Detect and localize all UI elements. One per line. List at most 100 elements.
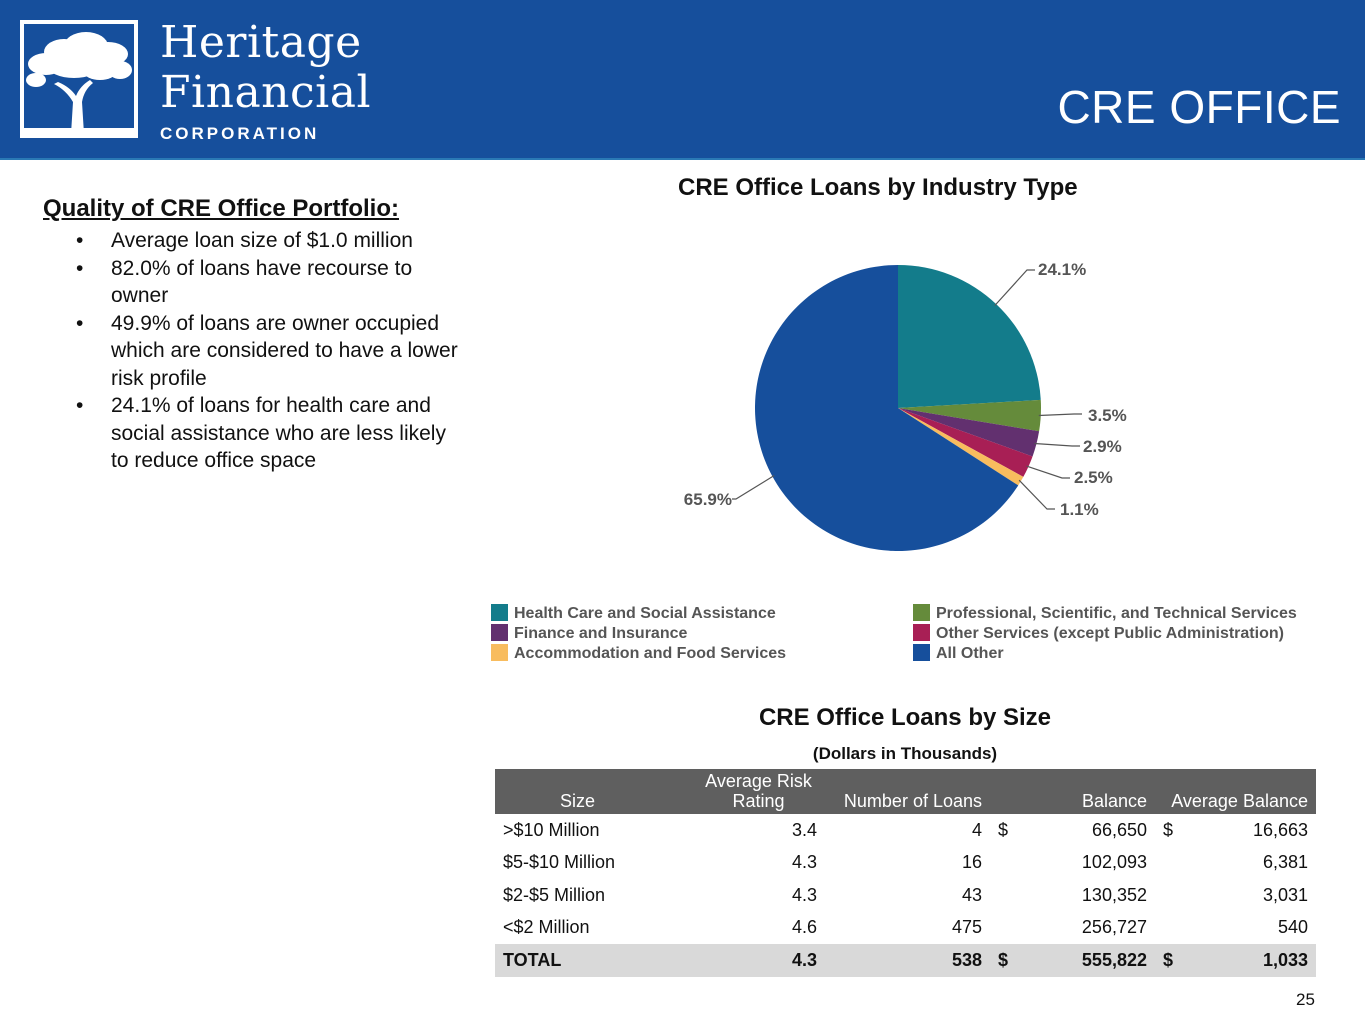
average-balance-value: 540 <box>1277 917 1308 938</box>
column-header: Average Risk Rating <box>660 769 825 814</box>
quality-bullet-list: • Average loan size of $1.0 million • 82.0… <box>43 227 463 475</box>
tree-icon <box>20 20 138 138</box>
bullet-item: • 82.0% of loans have recourse to owner <box>76 256 413 308</box>
cell-number-of-loans: 16 <box>961 852 982 873</box>
brand-line-financial: Financial <box>160 67 372 118</box>
cell-average-balance: 540 <box>1155 912 1316 945</box>
cell-size: $2-$5 Million <box>503 884 606 905</box>
cell-number-of-loans: 475 <box>951 917 982 938</box>
bullet-item: • 49.9% of loans are owner occupied which… <box>76 311 458 390</box>
legend-item-accommodation: Accommodation and Food Services <box>491 644 786 663</box>
column-header: Size <box>495 769 660 814</box>
cell-risk-rating: 4.3 <box>791 852 817 873</box>
pie-leader-line-2 <box>1034 442 1080 447</box>
cell-size: TOTAL <box>495 944 660 977</box>
average-balance-value: 6,381 <box>1262 852 1308 873</box>
average-balance-value: 3,031 <box>1262 884 1308 905</box>
legend-swatch <box>913 644 930 661</box>
balance-value: 555,822 <box>1081 949 1147 970</box>
legend-label: Accommodation and Food Services <box>514 645 787 662</box>
cell-balance: 130,352 <box>990 879 1155 912</box>
legend-label: Finance and Insurance <box>514 625 688 642</box>
balance-value: 130,352 <box>1081 884 1147 905</box>
cell-risk-rating: 3.4 <box>791 819 817 840</box>
bullet-item: • 24.1% of loans for health care and soci… <box>76 394 446 472</box>
column-header: Balance <box>990 769 1155 814</box>
cell-risk-rating: 4.3 <box>791 884 817 905</box>
pie-slice-1 <box>898 399 1041 432</box>
average-balance-value: 1,033 <box>1262 949 1308 970</box>
cell-size: >$10 Million <box>503 819 600 840</box>
legend-label: Health Care and Social Assistance <box>514 605 776 622</box>
currency-symbol: $ <box>1163 949 1174 970</box>
cell-average-balance: $16,663 <box>1155 814 1316 847</box>
bullet-text: 24.1% of loans for health care and socia… <box>111 394 446 472</box>
legend-label: Other Services (except Public Administra… <box>936 625 1284 642</box>
legend-item-health-care: Health Care and Social Assistance <box>491 604 776 623</box>
column-header: Number of Loans <box>825 769 990 814</box>
pie-chart-title: CRE Office Loans by Industry Type <box>678 174 1078 201</box>
pie-data-label-2: 2.9% <box>1083 437 1122 456</box>
pie-data-label-1: 3.5% <box>1088 406 1127 425</box>
pie-leader-line-3 <box>1026 465 1070 479</box>
bullet-text: 82.0% of loans have recourse to owner <box>111 256 413 308</box>
quality-title: Quality of CRE Office Portfolio: <box>43 195 400 222</box>
cell-average-balance: 3,031 <box>1155 879 1316 912</box>
currency-symbol: $ <box>998 949 1009 970</box>
pie-leader-line-1 <box>1038 413 1082 417</box>
balance-value: 256,727 <box>1081 917 1147 938</box>
legend-item-all-other: All Other <box>913 644 1004 663</box>
cell-number-of-loans: 4 <box>971 819 982 840</box>
table-header-row: Size Average Risk Rating Number of Loans… <box>495 769 1316 814</box>
table-row: $2-$5 Million 4.3 43 130,352 3,031 <box>495 879 1316 912</box>
pie-slice-4 <box>898 408 1024 486</box>
cell-balance: $66,650 <box>990 814 1155 847</box>
cell-balance: 256,727 <box>990 912 1155 945</box>
legend-swatch <box>913 624 930 641</box>
average-balance-value: 16,663 <box>1252 819 1308 840</box>
legend-item-other-services: Other Services (except Public Administra… <box>913 624 1284 643</box>
brand-line-corporation: CORPORATION <box>160 124 320 143</box>
legend-item-professional: Professional, Scientific, and Technical … <box>913 604 1297 623</box>
legend-label: Professional, Scientific, and Technical … <box>936 605 1297 622</box>
cell-risk-rating: 4.6 <box>791 917 817 938</box>
cell-balance: $555,822 <box>990 944 1155 977</box>
pie-data-label-4: 1.1% <box>1060 500 1099 519</box>
table-subtitle: (Dollars in Thousands) <box>812 744 998 763</box>
pie-leader-line-0 <box>994 269 1035 306</box>
pie-leader-line-4 <box>1018 479 1055 510</box>
table-row: $5-$10 Million 4.3 16 102,093 6,381 <box>495 847 1316 880</box>
balance-value: 66,650 <box>1091 819 1147 840</box>
cell-number-of-loans: 538 <box>825 944 990 977</box>
balance-value: 102,093 <box>1081 852 1147 873</box>
cell-size: <$2 Million <box>503 917 590 938</box>
column-header: Average Balance <box>1155 769 1316 814</box>
pie-data-label-5: 65.9% <box>684 490 732 509</box>
bullet-item: • Average loan size of $1.0 million <box>76 229 413 252</box>
pie-chart: 24.1% 3.5% 2.9% 2.5% 1.1% 65.9% <box>684 260 1127 551</box>
cell-average-balance: $1,033 <box>1155 944 1316 977</box>
quality-section: Quality of CRE Office Portfolio: • Averag… <box>43 195 463 475</box>
currency-symbol: $ <box>1163 819 1174 840</box>
cell-risk-rating: 4.3 <box>660 944 825 977</box>
loans-by-size-table: Size Average Risk Rating Number of Loans… <box>495 769 1316 977</box>
pie-slice-3 <box>898 408 1033 477</box>
pie-slice-0 <box>898 265 1041 408</box>
page-number: 25 <box>1296 990 1315 1009</box>
cell-size: $5-$10 Million <box>503 852 616 873</box>
pie-data-label-3: 2.5% <box>1074 468 1113 487</box>
legend-swatch <box>913 604 930 621</box>
pie-leader-line-5 <box>732 475 775 500</box>
cell-balance: 102,093 <box>990 847 1155 880</box>
table-total-row: TOTAL 4.3 538 $555,822 $1,033 <box>495 944 1316 977</box>
pie-data-label-0: 24.1% <box>1038 260 1086 279</box>
table-row: >$10 Million 3.4 4 $66,650 $16,663 <box>495 814 1316 847</box>
pie-slice-2 <box>898 408 1040 457</box>
table-title: CRE Office Loans by Size <box>758 704 1052 731</box>
bullet-text: 49.9% of loans are owner occupied which … <box>111 311 458 390</box>
legend-swatch <box>491 604 508 621</box>
pie-slice-5 <box>755 265 1019 551</box>
brand-wordmark: Heritage Financial CORPORATION <box>160 18 371 144</box>
cell-average-balance: 6,381 <box>1155 847 1316 880</box>
currency-symbol: $ <box>998 819 1009 840</box>
